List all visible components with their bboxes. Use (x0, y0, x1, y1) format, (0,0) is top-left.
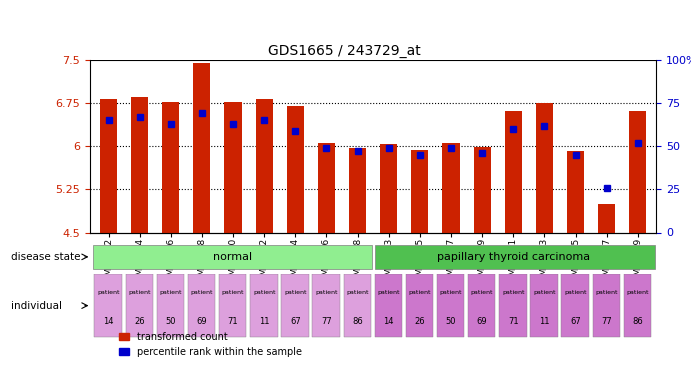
Text: patient: patient (565, 290, 587, 296)
FancyBboxPatch shape (312, 274, 340, 337)
FancyBboxPatch shape (406, 274, 433, 337)
Text: patient: patient (160, 290, 182, 296)
FancyBboxPatch shape (499, 274, 527, 337)
Text: 50: 50 (446, 317, 456, 326)
Text: patient: patient (471, 290, 493, 296)
Bar (287, 106, 304, 232)
Text: patient: patient (377, 290, 400, 296)
Text: patient: patient (439, 290, 462, 296)
Text: 14: 14 (103, 317, 114, 326)
Bar (349, 148, 366, 232)
FancyBboxPatch shape (593, 274, 620, 337)
FancyBboxPatch shape (343, 274, 371, 337)
Text: patient: patient (253, 290, 276, 296)
Text: patient: patient (408, 290, 431, 296)
FancyBboxPatch shape (375, 274, 402, 337)
Text: patient: patient (346, 290, 369, 296)
Text: 67: 67 (570, 317, 581, 326)
Text: 11: 11 (539, 317, 549, 326)
Text: patient: patient (502, 290, 524, 296)
Bar (411, 150, 428, 232)
Text: 26: 26 (415, 317, 425, 326)
Text: papillary thyroid carcinoma: papillary thyroid carcinoma (437, 252, 590, 262)
FancyBboxPatch shape (624, 274, 651, 337)
Text: 69: 69 (197, 317, 207, 326)
FancyBboxPatch shape (437, 274, 464, 337)
FancyBboxPatch shape (126, 274, 153, 337)
Text: patient: patient (284, 290, 307, 296)
Text: 14: 14 (384, 317, 394, 326)
Text: 11: 11 (259, 317, 269, 326)
Bar (225, 102, 242, 232)
Text: normal: normal (214, 252, 253, 262)
Bar (567, 151, 584, 232)
Text: patient: patient (533, 290, 556, 296)
Text: patient: patient (191, 290, 213, 296)
FancyBboxPatch shape (281, 274, 309, 337)
Bar (162, 102, 180, 232)
Text: 86: 86 (352, 317, 363, 326)
Text: 69: 69 (477, 317, 487, 326)
Text: disease state: disease state (11, 252, 80, 262)
Text: 26: 26 (134, 317, 145, 326)
Bar (100, 99, 117, 232)
FancyBboxPatch shape (531, 274, 558, 337)
Bar (504, 111, 522, 232)
Title: GDS1665 / 243729_at: GDS1665 / 243729_at (268, 44, 422, 58)
Bar (630, 111, 646, 232)
FancyBboxPatch shape (157, 274, 184, 337)
Bar (193, 63, 211, 232)
Bar (536, 103, 553, 232)
Bar (380, 144, 397, 232)
Bar (598, 204, 615, 232)
FancyBboxPatch shape (562, 274, 589, 337)
Bar (131, 98, 148, 232)
Text: 71: 71 (228, 317, 238, 326)
Text: 86: 86 (632, 317, 643, 326)
FancyBboxPatch shape (250, 274, 278, 337)
Text: patient: patient (222, 290, 245, 296)
Text: 67: 67 (290, 317, 301, 326)
Text: patient: patient (129, 290, 151, 296)
FancyBboxPatch shape (93, 245, 372, 268)
Bar (473, 147, 491, 232)
FancyBboxPatch shape (95, 274, 122, 337)
Bar (318, 143, 335, 232)
Legend: transformed count, percentile rank within the sample: transformed count, percentile rank withi… (115, 328, 305, 361)
FancyBboxPatch shape (375, 245, 655, 268)
Text: 77: 77 (601, 317, 612, 326)
FancyBboxPatch shape (468, 274, 495, 337)
Text: 50: 50 (166, 317, 176, 326)
Text: patient: patient (596, 290, 618, 296)
Bar (256, 99, 273, 232)
Bar (442, 143, 460, 232)
Text: individual: individual (11, 301, 61, 310)
Text: 77: 77 (321, 317, 332, 326)
Text: patient: patient (97, 290, 120, 296)
Text: patient: patient (627, 290, 649, 296)
Text: patient: patient (315, 290, 338, 296)
FancyBboxPatch shape (188, 274, 216, 337)
FancyBboxPatch shape (219, 274, 247, 337)
Text: 71: 71 (508, 317, 518, 326)
